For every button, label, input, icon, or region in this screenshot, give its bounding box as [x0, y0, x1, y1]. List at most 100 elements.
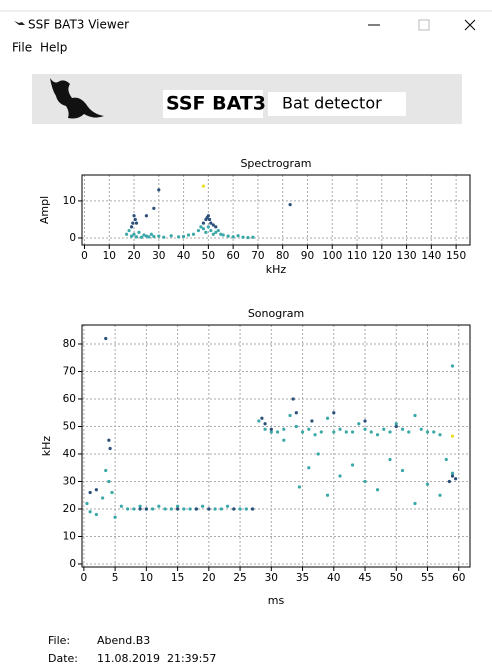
menu-item[interactable]: File: [12, 41, 32, 55]
data-point: [382, 427, 386, 431]
plot-frame: [81, 324, 471, 568]
data-point: [134, 235, 139, 239]
data-point: [282, 427, 286, 431]
x-tick-label: 0: [81, 250, 88, 262]
data-point: [413, 501, 417, 506]
data-point: [110, 490, 114, 495]
data-point: [214, 225, 218, 229]
data-point: [307, 466, 311, 470]
data-point: [269, 427, 273, 431]
data-point: [157, 234, 161, 238]
data-point: [201, 184, 206, 188]
maximize-button[interactable]: [418, 19, 430, 31]
data-point: [310, 419, 314, 423]
x-tick-label: 30: [152, 250, 165, 262]
y-axis-title: kHz: [40, 436, 53, 457]
data-point: [269, 430, 273, 434]
data-point: [163, 507, 167, 511]
data-point: [338, 427, 342, 431]
file-value: Abend.B3: [97, 634, 150, 647]
data-point: [291, 397, 295, 401]
x-tick-label: 30: [265, 572, 278, 584]
data-point: [94, 488, 98, 492]
data-point: [300, 430, 305, 434]
data-point: [88, 490, 92, 495]
y-tick-label: 70: [63, 365, 76, 377]
data-point: [157, 504, 161, 508]
x-tick-label: 90: [301, 250, 314, 262]
data-point: [126, 507, 130, 511]
x-tick-label: 20: [127, 250, 140, 262]
date-label: Date:: [48, 652, 78, 665]
data-point: [251, 235, 255, 239]
data-point: [152, 234, 156, 239]
data-point: [288, 203, 292, 207]
data-point: [181, 234, 186, 239]
y-tick-label: 10: [63, 195, 76, 207]
data-point: [194, 507, 198, 511]
data-point: [149, 232, 153, 236]
x-axis-title: kHz: [266, 263, 287, 276]
data-point: [104, 336, 108, 341]
y-tick-label: 30: [63, 475, 76, 487]
data-point: [144, 214, 149, 218]
data-point: [169, 507, 173, 511]
y-tick-label: 80: [63, 338, 76, 350]
data-point: [132, 232, 136, 236]
data-point: [108, 446, 112, 451]
data-point: [232, 507, 236, 511]
data-point: [151, 507, 155, 511]
close-button[interactable]: [464, 19, 476, 31]
y-tick-label: 50: [63, 420, 76, 432]
data-point: [263, 427, 267, 431]
data-point: [407, 430, 411, 434]
data-point: [363, 419, 367, 423]
data-point: [127, 228, 131, 233]
x-tick-label: 35: [296, 572, 309, 584]
data-point: [199, 225, 203, 229]
data-point: [211, 223, 215, 227]
brand-subtitle: Bat detector: [282, 94, 382, 113]
data-point: [216, 228, 220, 233]
menu-item[interactable]: Help: [40, 41, 67, 55]
data-point: [316, 452, 320, 456]
data-point: [350, 463, 355, 467]
data-point: [294, 424, 298, 429]
y-tick-label: 0: [69, 232, 76, 244]
data-point: [363, 479, 367, 484]
x-tick-label: 130: [397, 250, 417, 262]
data-point: [236, 234, 240, 238]
data-point: [206, 214, 210, 218]
x-tick-label: 50: [390, 572, 403, 584]
data-point: [186, 233, 191, 237]
date-value: 11.08.2019 21:39:57: [97, 652, 216, 665]
data-point: [175, 507, 180, 511]
data-point: [394, 422, 398, 426]
data-point: [188, 507, 192, 511]
data-point: [133, 217, 137, 222]
data-point: [201, 221, 206, 225]
data-point: [200, 504, 205, 508]
data-point: [319, 430, 323, 434]
data-point: [231, 235, 235, 239]
data-point: [338, 474, 342, 478]
x-tick-label: 60: [452, 572, 465, 584]
x-tick-label: 80: [276, 250, 289, 262]
data-point: [225, 504, 230, 508]
data-point: [425, 430, 430, 434]
data-point: [363, 427, 367, 431]
data-point: [214, 230, 218, 235]
data-point: [394, 424, 398, 429]
data-point: [275, 430, 280, 434]
data-point: [207, 507, 211, 511]
data-point: [131, 221, 135, 225]
data-point: [119, 504, 123, 508]
x-tick-label: 25: [233, 572, 246, 584]
data-point: [260, 416, 264, 420]
data-point: [152, 206, 156, 210]
data-point: [175, 504, 180, 508]
data-point: [107, 438, 111, 442]
data-point: [201, 227, 206, 231]
data-point: [177, 235, 181, 239]
x-tick-label: 20: [202, 572, 215, 584]
